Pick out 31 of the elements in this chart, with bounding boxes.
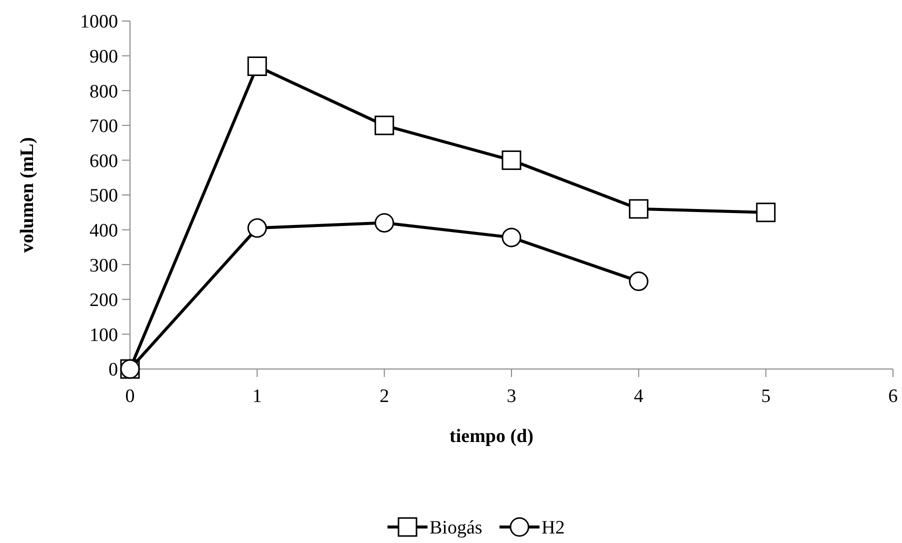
x-tick-label: 4	[634, 386, 644, 407]
y-tick-label: 500	[90, 186, 118, 207]
point	[502, 228, 522, 248]
y-tick-label: 300	[90, 255, 118, 276]
y-tick-label: 1000	[80, 12, 118, 33]
y-tick-label: 700	[90, 116, 118, 138]
x-tick-label: 0	[125, 386, 135, 407]
x-tick-label: 5	[761, 386, 771, 407]
y-tick-label: 600	[90, 150, 118, 172]
x-tick-label: 6	[888, 386, 898, 407]
point	[374, 213, 394, 233]
x-tick-label: 3	[506, 386, 516, 407]
point	[628, 272, 648, 292]
y-tick-label: 900	[90, 46, 118, 68]
y-tick-label: 400	[90, 220, 118, 242]
y-tick-label: 200	[90, 290, 118, 312]
point	[247, 56, 267, 76]
y-tick-label: 0	[108, 360, 118, 381]
legend-label: H2	[542, 518, 565, 539]
point	[247, 218, 267, 238]
x-tick-label: 1	[252, 386, 262, 407]
x-tick-label: 2	[380, 386, 390, 407]
point	[374, 116, 394, 136]
point	[502, 150, 522, 170]
x-axis-title: tiempo (d)	[450, 426, 534, 447]
legend-label: Biogás	[430, 518, 482, 539]
y-axis-title: volumen (mL)	[17, 137, 38, 253]
y-tick-label: 100	[90, 324, 118, 346]
y-tick-label: 800	[90, 81, 118, 102]
point	[628, 199, 648, 219]
point	[756, 202, 776, 222]
